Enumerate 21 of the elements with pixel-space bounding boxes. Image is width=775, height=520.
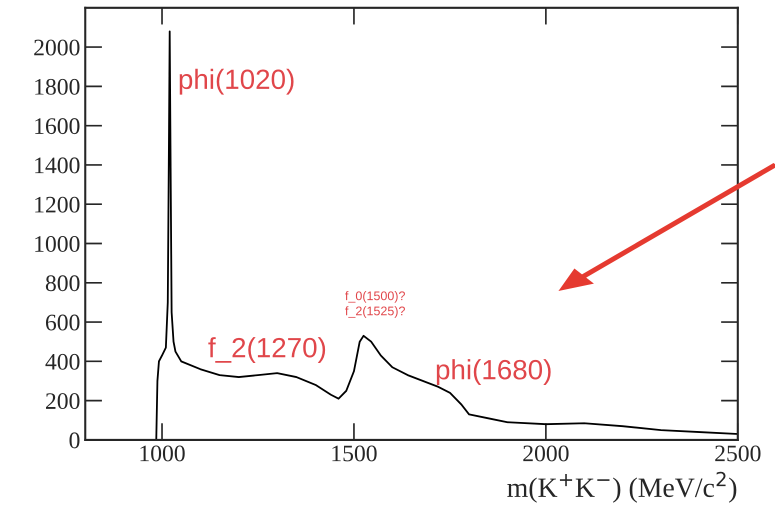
annotation: phi(1680) xyxy=(436,359,551,386)
y-tick-label: 600 xyxy=(46,314,80,330)
x-tick-label: 1000 xyxy=(140,445,185,462)
x-tick-label: 2000 xyxy=(523,445,569,462)
annotation: f_2(1270) xyxy=(208,337,326,363)
y-tick-label: 1400 xyxy=(35,157,80,174)
y-tick-label: 1800 xyxy=(35,78,80,95)
x-axis-title: m(K$^{+}$K$^{−}$) (MeV/c$^{2}$) xyxy=(507,472,736,503)
x-tick-label: 1500 xyxy=(332,445,377,462)
annotation: f_2(1525)? xyxy=(345,306,405,318)
y-tick-label: 2000 xyxy=(34,40,80,56)
y-tick-label: 400 xyxy=(45,354,80,370)
annotation: f_0(1500)? xyxy=(345,291,405,303)
y-tick-label: 1600 xyxy=(35,118,80,134)
y-tick-label: 0 xyxy=(69,432,80,448)
y-tick-label: 800 xyxy=(46,275,80,292)
y-tick-label: 1200 xyxy=(35,196,80,213)
annotation: phi(1020) xyxy=(180,68,294,95)
y-tick-label: 200 xyxy=(46,393,80,410)
x-tick-label: 2500 xyxy=(715,445,761,462)
y-tick-label: 1000 xyxy=(35,236,80,252)
